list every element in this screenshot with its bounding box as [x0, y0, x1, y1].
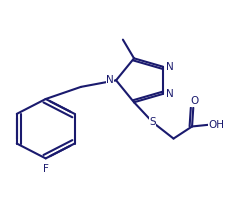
Text: O: O [190, 96, 198, 106]
Text: F: F [43, 164, 49, 174]
Text: N: N [166, 62, 174, 72]
Text: S: S [149, 117, 156, 127]
Text: OH: OH [208, 120, 224, 130]
Text: N: N [106, 75, 114, 85]
Text: N: N [166, 89, 174, 99]
